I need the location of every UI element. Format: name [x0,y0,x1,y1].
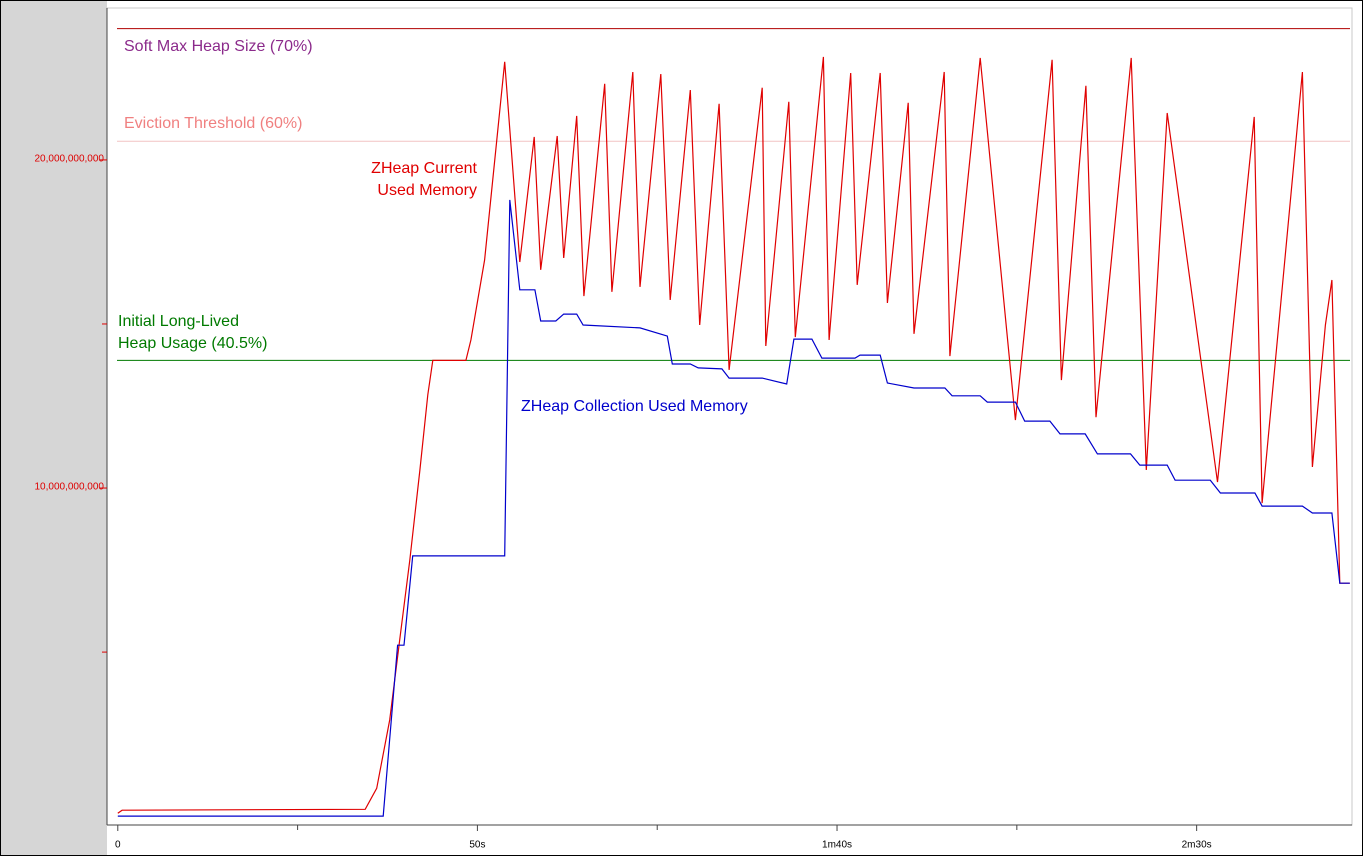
x-tick-label: 50s [469,840,485,851]
series-label: ZHeap Current [371,160,477,177]
series-label: Used Memory [377,182,477,199]
reference-label: Heap Usage (40.5%) [118,335,267,352]
x-tick-label: 2m30s [1182,840,1212,851]
y-tick-label: 10,000,000,000 [34,482,104,493]
series-line [117,199,1350,817]
reference-label: Eviction Threshold (60%) [124,115,302,132]
series-label: ZHeap Collection Used Memory [521,398,748,415]
x-tick-label: 1m40s [822,840,852,851]
x-tick-label: 0 [115,840,121,851]
y-tick-label: 20,000,000,000 [34,154,104,165]
axis-panel [1,1,107,855]
reference-label: Soft Max Heap Size (70%) [124,38,313,55]
reference-label: Initial Long-Lived [118,313,239,330]
series-line [117,56,1350,814]
